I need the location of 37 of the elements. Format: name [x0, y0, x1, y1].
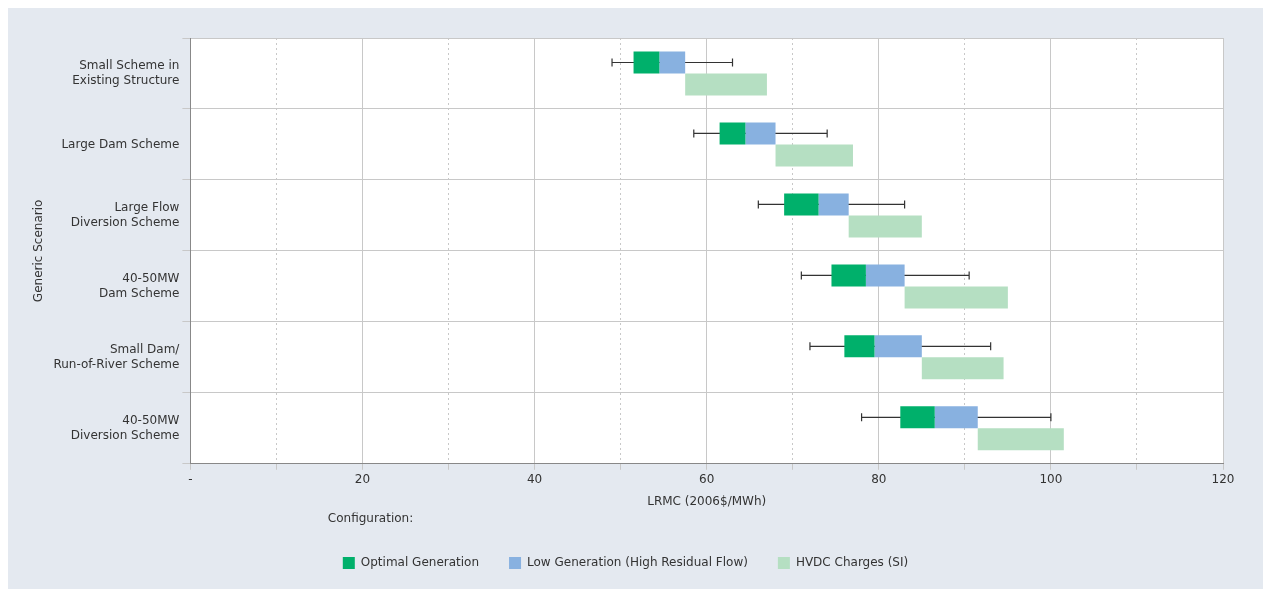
bar — [633, 51, 660, 74]
legend-label: HVDC Charges (SI) — [795, 555, 909, 570]
y-axis-title: Generic Scenario — [31, 199, 46, 303]
x-tick-label: 40 — [526, 472, 543, 487]
x-tick-label: 60 — [699, 472, 715, 487]
bar — [900, 406, 935, 429]
bar — [844, 335, 875, 358]
bar — [745, 122, 776, 145]
bar — [848, 215, 922, 238]
bar — [659, 51, 686, 74]
legend-label: Low Generation (High Residual Flow) — [527, 555, 748, 570]
y-tick-label: Large Flow Diversion Scheme — [70, 200, 180, 229]
y-tick-label: Small Dam/ Run-of-River Scheme — [53, 342, 181, 371]
x-tick-label: - — [188, 472, 193, 487]
bar — [921, 357, 1004, 380]
bar — [874, 335, 922, 358]
bar — [784, 193, 819, 216]
y-tick-label: 40-50MW Diversion Scheme — [70, 413, 180, 442]
bar — [865, 264, 905, 287]
legend-label: Optimal Generation — [360, 555, 480, 570]
bar — [719, 122, 746, 145]
y-tick-label: Small Scheme in Existing Structure — [72, 58, 180, 87]
x-tick-label: 20 — [354, 472, 371, 487]
x-tick-label: 100 — [1039, 472, 1063, 487]
x-tick-label: 80 — [871, 472, 887, 487]
x-axis-title: LRMC (2006$/MWh) — [647, 493, 767, 508]
legend-title: Configuration: — [327, 510, 414, 525]
bar — [934, 406, 978, 429]
bar — [775, 144, 853, 167]
bar — [818, 193, 849, 216]
bar — [685, 73, 767, 96]
bar — [831, 264, 866, 287]
y-tick-label: 40-50MW Dam Scheme — [99, 271, 180, 300]
x-tick-label: 120 — [1211, 472, 1235, 487]
bar — [977, 428, 1064, 451]
bar — [904, 286, 1008, 309]
y-tick-label: Large Dam Scheme — [61, 136, 180, 151]
